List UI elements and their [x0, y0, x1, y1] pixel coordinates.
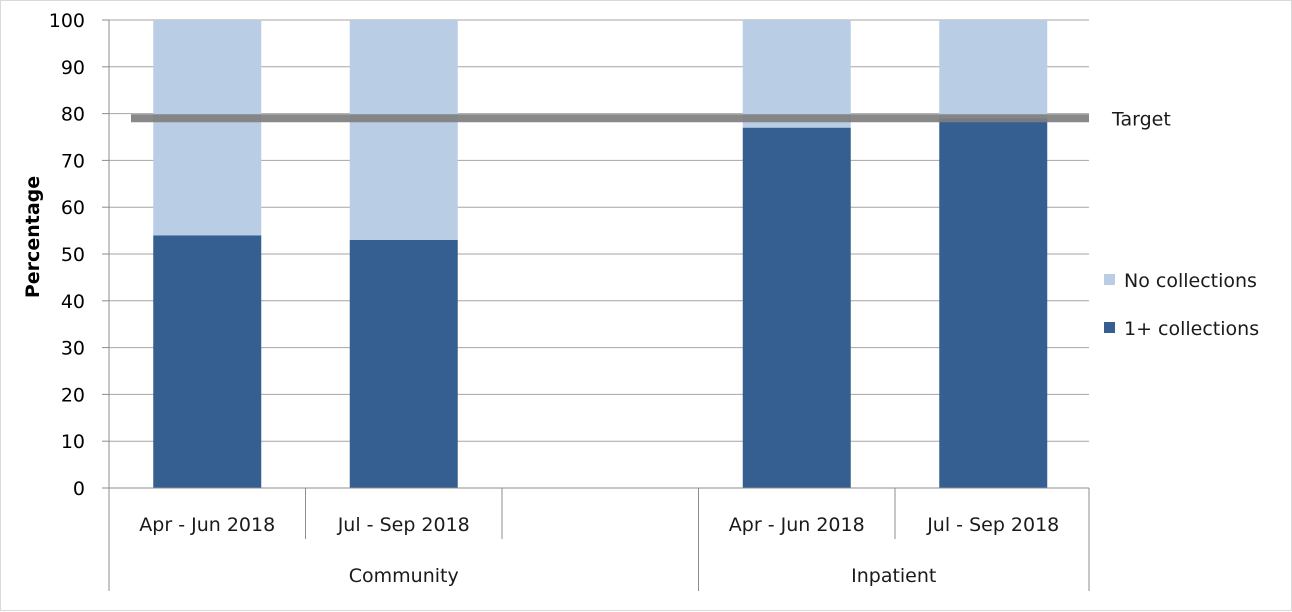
- gridlines: [109, 19, 1089, 442]
- y-tick-label: 10: [61, 431, 85, 453]
- legend: No collections 1+ collections: [1104, 270, 1259, 340]
- x-group-label: Inpatient: [851, 565, 936, 587]
- target-line-group: Target: [131, 108, 1171, 130]
- bars: [153, 20, 1048, 488]
- legend-swatch: [1104, 322, 1115, 333]
- legend-swatch: [1104, 274, 1115, 285]
- x-category-label: Jul - Sep 2018: [926, 514, 1059, 536]
- y-tick-label: 100: [49, 10, 85, 32]
- bar-no-collections: [742, 20, 851, 128]
- x-group-label: Community: [349, 565, 459, 587]
- y-tick-label: 50: [61, 244, 85, 266]
- y-tick-label: 30: [61, 338, 85, 360]
- y-tick-label: 90: [61, 57, 85, 79]
- bar-1plus-collections: [939, 118, 1048, 488]
- y-tick-label: 0: [73, 478, 85, 500]
- bar-1plus-collections: [153, 235, 262, 488]
- bar-1plus-collections: [349, 239, 458, 488]
- x-category-label: Apr - Jun 2018: [729, 514, 865, 536]
- y-tick-label: 40: [61, 291, 85, 313]
- bar-1plus-collections: [742, 127, 851, 488]
- y-tick-label: 80: [61, 104, 85, 126]
- bar-no-collections: [349, 20, 458, 240]
- y-tick-label: 70: [61, 150, 85, 172]
- x-category-label: Jul - Sep 2018: [337, 514, 470, 536]
- legend-label: 1+ collections: [1124, 318, 1259, 340]
- axes: 0 10 20 30 40 50 60 70 80 90 100 Apr - Jun 2018 Jul …: [49, 10, 1090, 591]
- legend-label: No collections: [1124, 270, 1257, 292]
- y-tick-label: 20: [61, 384, 85, 406]
- bar-no-collections: [939, 20, 1048, 119]
- x-category-label: Apr - Jun 2018: [139, 514, 275, 536]
- y-tick-label: 60: [61, 197, 85, 219]
- bar-no-collections: [153, 20, 262, 236]
- y-axis-label: Percentage: [22, 176, 44, 298]
- target-label: Target: [1111, 108, 1171, 130]
